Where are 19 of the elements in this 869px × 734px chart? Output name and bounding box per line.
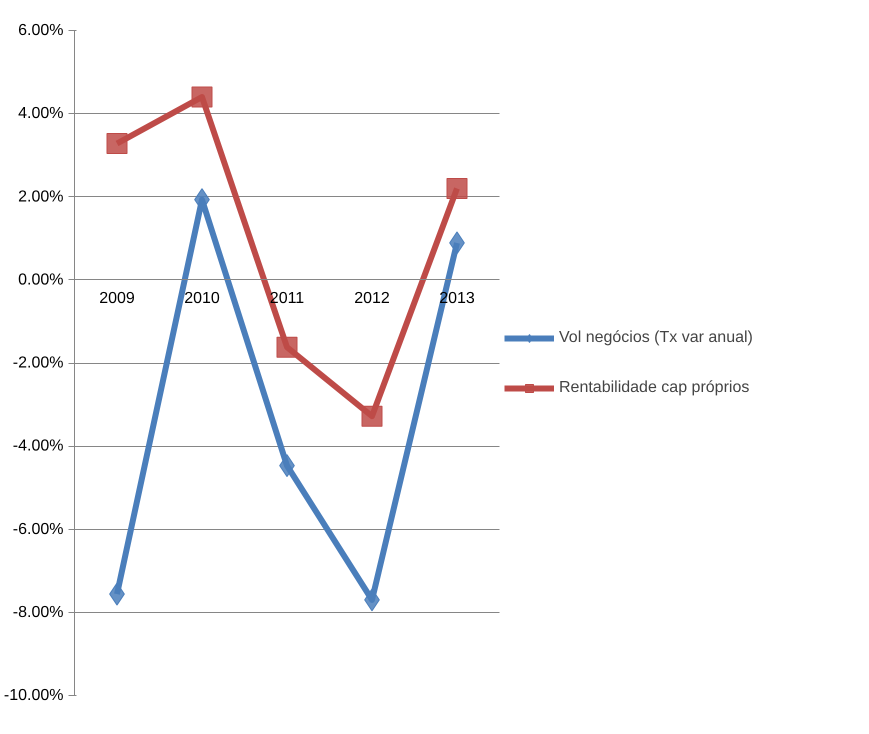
y-tick-label: 6.00%	[18, 22, 64, 39]
y-tick-label: -4.00%	[12, 438, 64, 455]
point	[362, 406, 382, 427]
point	[106, 133, 128, 154]
y-tick-label: -6.00%	[12, 520, 64, 538]
y-tick-label: 0.00%	[18, 271, 64, 288]
point	[276, 336, 298, 358]
x-tick-label: 2009	[99, 290, 135, 307]
y-tick-label: -8.00%	[12, 604, 64, 621]
y-tick-label: 2.00%	[18, 188, 64, 206]
y-tick-label: -10.00%	[4, 687, 64, 704]
y-tick-label: 4.00%	[18, 105, 64, 122]
x-tick-label: 2012	[354, 290, 390, 307]
point	[446, 178, 468, 199]
y-tick-label: -2.00%	[12, 354, 64, 372]
legend-label: Rentabilidade cap próprios	[559, 378, 750, 396]
legend-label: Vol negócios (Tx var anual)	[559, 328, 753, 346]
point	[192, 86, 212, 108]
x-tick-label: 2010	[184, 290, 220, 307]
